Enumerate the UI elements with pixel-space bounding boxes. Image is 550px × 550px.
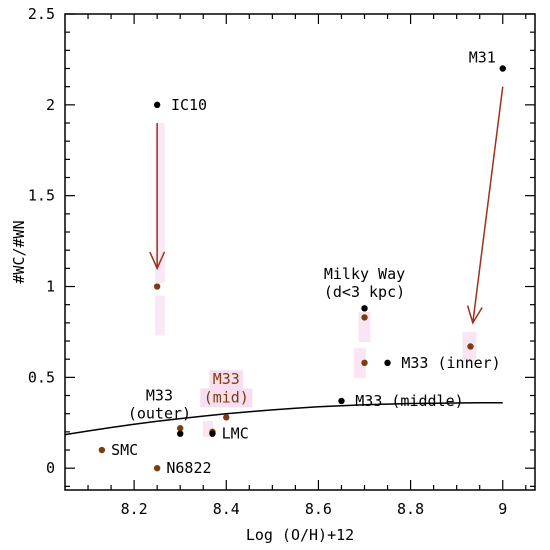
data-point (499, 65, 506, 72)
highlight-patch (353, 348, 366, 379)
annotation-layer: IC10 M31 Milky Way(d<3 kpc) M33 (inner) M33 … (111, 49, 501, 478)
label-highlight (209, 370, 244, 390)
data-point (467, 343, 474, 350)
data-point (176, 425, 184, 432)
x-tick-label: 9 (498, 500, 507, 518)
highlight-patch (202, 420, 213, 437)
x-tick-label: 8.2 (121, 500, 148, 518)
data-point (209, 430, 216, 437)
data-point (361, 314, 368, 321)
arrow-layer (149, 86, 504, 325)
point-label: M33 (146, 387, 173, 405)
fit-curve-layer (64, 402, 503, 436)
highlight-streak (154, 295, 165, 336)
data-point (223, 414, 230, 421)
data-point (361, 305, 368, 312)
x-tick-label: 8.4 (213, 500, 240, 518)
point-label: IC10 (171, 96, 207, 114)
point-label: Milky Way (324, 265, 405, 283)
point-label: M33 (middle) (355, 392, 463, 410)
data-points-layer (98, 65, 506, 472)
x-tick-label: 8.8 (397, 500, 424, 518)
y-tick-label: 2 (46, 96, 55, 114)
data-point (153, 464, 161, 472)
x-axis-ticks: 8.2 8.4 8.6 8.8 9 (87, 14, 527, 518)
point-label: M33 (213, 370, 240, 388)
highlight-streak (154, 123, 165, 283)
data-point (176, 430, 184, 437)
label-highlight (200, 388, 253, 408)
point-label: SMC (111, 441, 138, 459)
data-point (361, 359, 368, 367)
arrow-head (149, 251, 166, 271)
point-label: N6822 (166, 459, 211, 477)
y-tick-label: 1.5 (28, 187, 55, 205)
arrow-shaft (472, 86, 504, 323)
point-label: LMC (222, 425, 249, 443)
y-tick-label: 0 (46, 459, 55, 477)
point-label: (outer) (128, 405, 191, 423)
y-tick-label: 0.5 (28, 368, 55, 386)
point-label: (mid) (204, 388, 249, 406)
point-label: M31 (469, 49, 496, 67)
highlight-patch (358, 311, 371, 342)
data-point (153, 101, 161, 109)
point-label: (d<3 kpc) (324, 283, 405, 301)
data-point (384, 359, 391, 367)
x-tick-label: 8.6 (305, 500, 332, 518)
y-axis-ticks: 0 0.5 1 1.5 2 2.5 (28, 5, 535, 487)
arrow-head (466, 305, 483, 325)
point-label: M33 (inner) (401, 354, 500, 372)
data-point (98, 446, 106, 454)
y-tick-label: 2.5 (28, 5, 55, 23)
data-point (338, 397, 345, 405)
y-axis-title: #WC/#WN (10, 220, 28, 283)
data-point (153, 283, 161, 290)
y-tick-label: 1 (46, 278, 55, 296)
x-axis-title: Log (O/H)+12 (246, 526, 354, 544)
plot-frame (64, 13, 536, 491)
fit-curve (64, 402, 503, 436)
